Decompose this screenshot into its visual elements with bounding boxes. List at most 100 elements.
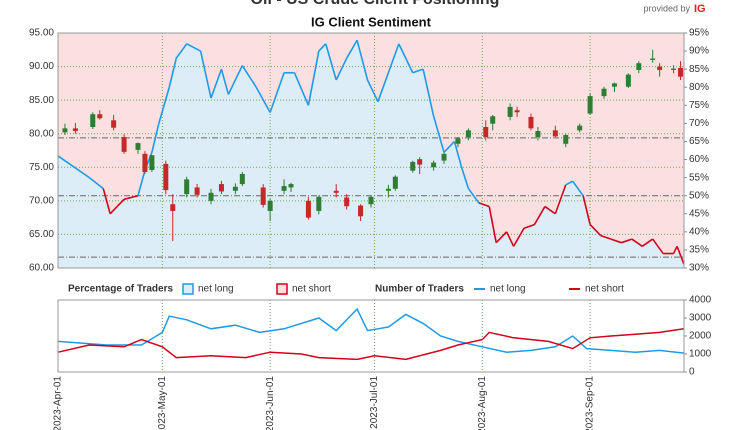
candle-body (577, 125, 583, 131)
sentiment-line (293, 72, 310, 106)
y2-tick-label: 60% (689, 154, 709, 165)
legend-title: Number of Traders (375, 284, 464, 295)
sentiment-line (495, 231, 508, 244)
candle-body (455, 138, 461, 144)
candle-body (514, 110, 520, 113)
y2-tick-label: 90% (689, 46, 709, 57)
sentiment-line (432, 115, 445, 153)
y-tick-label: 4000 (689, 295, 712, 306)
y2-tick-label: 30% (689, 263, 709, 274)
sentiment-line (387, 43, 400, 74)
sentiment-line (109, 198, 125, 215)
y2-tick-label: 95% (689, 28, 709, 39)
sentiment-line (318, 43, 327, 52)
x-tick-label: 2023-Jul-01 (369, 376, 380, 429)
candle-body (184, 179, 190, 195)
legend-label: net short (585, 284, 624, 295)
sentiment-line (652, 238, 664, 255)
sentiment-line (512, 227, 525, 247)
sentiment-line (572, 180, 584, 197)
y-tick-label: 60.00 (29, 263, 54, 274)
sentiment-line (102, 188, 111, 214)
legend-swatch (276, 283, 288, 295)
y2-tick-label: 35% (689, 245, 709, 256)
plot-border (57, 32, 685, 269)
sentiment-line (621, 238, 633, 244)
sentiment-line (158, 87, 171, 124)
candle-body (260, 187, 266, 205)
candle-body (194, 187, 200, 195)
candle-body (305, 200, 311, 218)
sentiment-line (565, 180, 574, 186)
y2-tick-label: 70% (689, 118, 709, 129)
candle-body (611, 83, 617, 87)
y-tick-label: 95.00 (29, 28, 54, 39)
logo-brand: IG (694, 3, 706, 15)
legend-label: net long (198, 284, 234, 295)
candle-body (288, 184, 294, 188)
plot-border (57, 299, 685, 373)
sentiment-line (307, 50, 320, 106)
sentiment-line (600, 234, 612, 240)
candle-body (316, 196, 322, 211)
candle-body (281, 186, 287, 191)
legend-label: net long (490, 284, 526, 295)
chart-title: Oil - US Crude Client Positioning (251, 0, 500, 8)
sentiment-line (589, 224, 602, 237)
candle-body (636, 63, 642, 70)
chart-subtitle: IG Client Sentiment (311, 14, 432, 29)
sentiment-line (610, 238, 622, 244)
trader-line (57, 307, 685, 354)
candle-body (625, 74, 631, 87)
legend-label: net short (292, 284, 331, 295)
candle-body (490, 116, 496, 124)
legend-swatch (182, 283, 194, 295)
candle-body (657, 66, 663, 70)
y2-tick-label: 75% (689, 100, 709, 111)
sentiment-line (398, 43, 414, 74)
sentiment-line (554, 184, 567, 215)
sentiment-line (210, 68, 223, 99)
y2-tick-label: 50% (689, 190, 709, 201)
sentiment-line (137, 170, 146, 196)
y2-tick-label: 80% (689, 82, 709, 93)
sentiment-line (345, 39, 358, 59)
y-tick-label: 65.00 (29, 229, 54, 240)
sentiment-line (325, 43, 337, 81)
sentiment-line (241, 65, 257, 88)
candle-body (483, 127, 489, 138)
candle-body (218, 184, 224, 192)
candle-body (170, 204, 176, 211)
sentiment-line (335, 57, 348, 81)
y2-tick-label: 45% (689, 208, 709, 219)
candle-body (392, 176, 398, 189)
candle-body (239, 174, 245, 185)
logo-text: provided by (643, 3, 690, 13)
sentiment-line (523, 223, 535, 229)
sentiment-line (123, 194, 139, 201)
sentiment-line (377, 72, 390, 102)
sentiment-line (255, 86, 271, 113)
candle-body (587, 96, 593, 114)
candle-body (72, 128, 78, 132)
sentiment-line (676, 246, 685, 265)
sentiment-line (57, 155, 90, 179)
x-tick-label: 2023-Apr-01 (53, 376, 64, 430)
sentiment-line (356, 40, 369, 81)
sentiment-line (269, 72, 285, 113)
sentiment-line (151, 123, 160, 153)
candle-body (528, 116, 534, 129)
candle-body (121, 137, 127, 152)
y-tick-label: 80.00 (29, 128, 54, 139)
y-tick-label: 70.00 (29, 195, 54, 206)
candle-body (149, 155, 155, 170)
legend-title: Percentage of Traders (68, 284, 173, 295)
sentiment-line (582, 195, 591, 225)
candle-body (650, 58, 656, 60)
y-tick-label: 2000 (689, 331, 712, 342)
candle-body (601, 88, 607, 97)
candle-body (358, 205, 364, 217)
candle-body (90, 114, 96, 127)
y2-tick-label: 85% (689, 64, 709, 75)
